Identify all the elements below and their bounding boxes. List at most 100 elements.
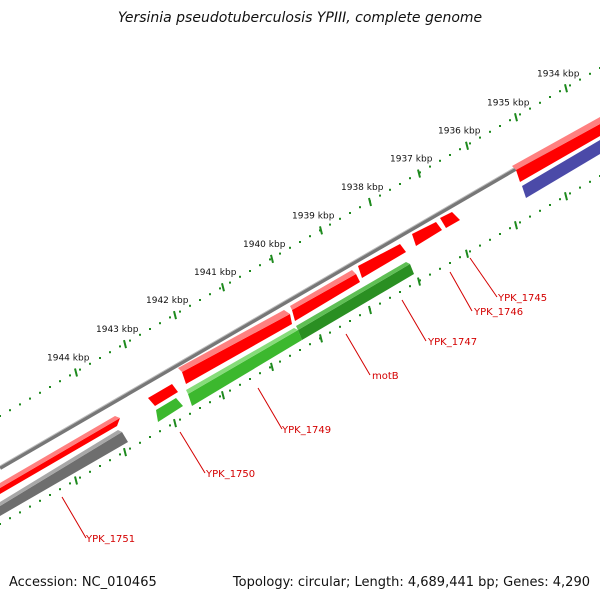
label-leaders: [61, 257, 498, 539]
inner-scale-dot: [259, 372, 261, 375]
outer-scale-dot: [29, 397, 31, 400]
kbp-label: 1942 kbp: [146, 296, 189, 306]
outer-scale-dot: [169, 316, 171, 319]
gene-red-4-top: [290, 270, 356, 310]
gene-dkgreen-1-top: [296, 262, 410, 330]
gene-label-ypk1750[interactable]: YPK_1750: [205, 469, 255, 480]
inner-scale-dot: [19, 511, 21, 514]
inner-scale-dot: [329, 331, 331, 334]
inner-scale-dot: [209, 401, 211, 404]
inner-scale-dot: [219, 395, 221, 398]
outer-scale-dot: [219, 287, 221, 290]
outer-scale-dot: [239, 275, 241, 278]
reverse-genes: [0, 140, 600, 516]
gene-red-2[interactable]: [148, 384, 178, 406]
kbp-label: 1939 kbp: [292, 211, 335, 221]
inner-scale-dot: [39, 499, 41, 502]
inner-scale-dot: [0, 523, 1, 525]
inner-scale-dot: [29, 505, 31, 508]
gene-label-ypk1745[interactable]: YPK_1745: [497, 293, 547, 304]
gene-red-1-top: [0, 416, 120, 488]
inner-scale-dot: [499, 233, 501, 235]
inner-scale-dot: [349, 320, 351, 322]
outer-scale-dot: [309, 235, 311, 238]
inner-major-tick: [123, 447, 127, 457]
inner-scale-dot: [249, 378, 251, 380]
outer-major-tick: [368, 197, 372, 207]
gene-red-7[interactable]: [440, 212, 460, 228]
inner-scale-dot: [519, 221, 521, 224]
inner-scale-dot: [469, 250, 471, 253]
inner-major-tick: [564, 192, 568, 201]
scale-dots: [0, 67, 600, 417]
inner-scale-dot: [569, 192, 571, 195]
outer-scale-dot: [489, 130, 491, 133]
inner-scale-dot: [339, 325, 341, 328]
outer-scale-dot: [499, 125, 501, 127]
outer-scale-dot: [359, 206, 361, 209]
outer-scale-dot: [469, 142, 471, 145]
outer-scale-dot: [209, 293, 211, 296]
inner-scale-dot: [49, 494, 51, 496]
outer-scale-dot: [329, 223, 331, 226]
inner-scale-dot: [479, 244, 481, 247]
outer-major-tick: [270, 254, 274, 264]
outer-scale-dot: [89, 362, 91, 365]
gene-red-4[interactable]: [292, 274, 360, 321]
kbp-label: 1936 kbp: [438, 127, 481, 137]
gene-red-5[interactable]: [358, 244, 406, 278]
outer-scale-dot: [439, 159, 441, 162]
outer-major-tick: [221, 282, 225, 292]
inner-scale-dot: [169, 424, 171, 427]
gene-red-8[interactable]: [516, 124, 600, 182]
gene-gray[interactable]: [0, 432, 128, 516]
inner-scale-dot: [189, 412, 191, 415]
gene-dkgreen-1[interactable]: [298, 264, 414, 340]
kbp-label: 1940 kbp: [243, 240, 286, 250]
inner-scale-dot: [119, 453, 121, 456]
inner-scale-dot: [109, 459, 111, 462]
gene-label-ypk1746[interactable]: YPK_1746: [473, 307, 523, 318]
gene-label-ypk1747[interactable]: YPK_1747: [427, 337, 477, 348]
inner-scale-dot: [419, 279, 421, 282]
gene-label-ypk1751[interactable]: YPK_1751: [85, 534, 135, 545]
outer-scale-dot: [179, 310, 181, 313]
outer-scale-dot: [159, 322, 161, 325]
outer-scale-dot: [579, 78, 581, 81]
outer-scale-dot: [349, 212, 351, 214]
outer-scale-dot: [259, 264, 261, 267]
outer-scale-dot: [59, 380, 61, 383]
inner-scale-dot: [99, 465, 101, 467]
inner-scale-dot: [309, 343, 311, 346]
outer-scale-dot: [39, 391, 41, 394]
gene-green-2[interactable]: [188, 330, 302, 406]
inner-scale-dot: [79, 476, 81, 479]
forward-genes: [0, 117, 600, 494]
gene-green-1[interactable]: [156, 398, 183, 422]
outer-scale-dot: [49, 386, 51, 388]
inner-scale-dot: [439, 267, 441, 270]
inner-scale-dot: [489, 238, 491, 241]
gene-label-motb[interactable]: motB: [372, 371, 399, 382]
genome-title: Yersinia pseudotuberculosis YPIII, compl…: [117, 10, 483, 26]
inner-scale-dot: [509, 227, 511, 230]
gene-red-1[interactable]: [0, 418, 120, 494]
inner-scale-dot: [559, 198, 561, 201]
kbp-label: 1944 kbp: [47, 354, 90, 364]
outer-major-tick: [564, 84, 568, 93]
genome-backbone: [0, 118, 600, 470]
inner-scale-dot: [9, 517, 11, 520]
gene-red-6[interactable]: [412, 222, 442, 246]
inner-major-tick: [417, 277, 421, 286]
outer-scale-dot: [569, 84, 571, 87]
inner-scale-dot: [149, 436, 151, 438]
outer-scale-dot: [429, 165, 431, 168]
inner-scale-dot: [549, 204, 551, 206]
gene-label-ypk1749[interactable]: YPK_1749: [281, 425, 331, 436]
scale-ticks: [0, 84, 600, 525]
gene-navy[interactable]: [522, 140, 600, 198]
inner-scale-dot: [449, 262, 451, 264]
inner-major-tick: [368, 305, 372, 315]
gene-red-3[interactable]: [182, 314, 292, 384]
outer-scale-dot: [279, 252, 281, 255]
